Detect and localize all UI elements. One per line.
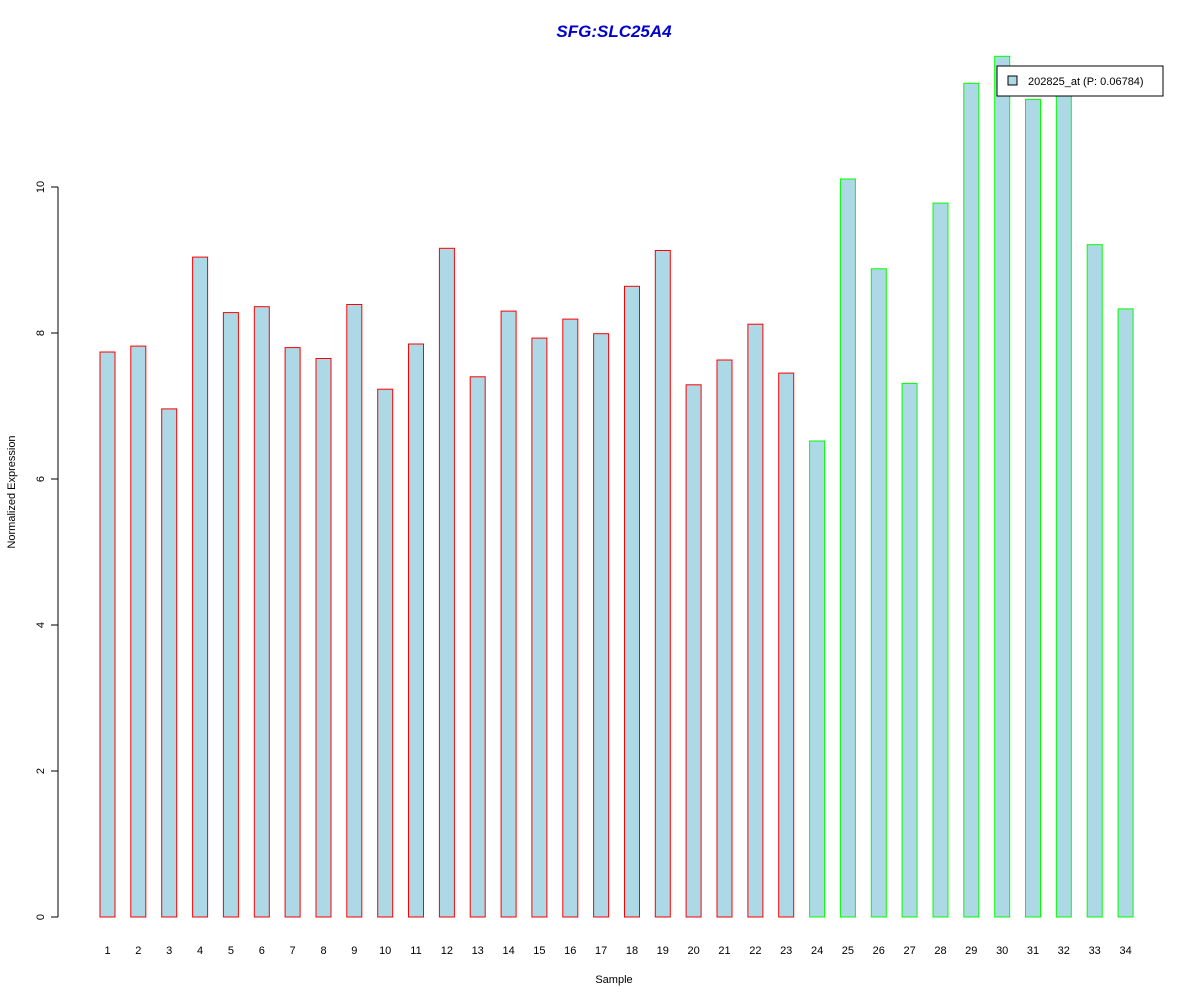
bar-sample-2 bbox=[130, 345, 147, 918]
bar-sample-18 bbox=[624, 285, 640, 918]
x-tick-label: 5 bbox=[228, 945, 234, 957]
bar-sample-5 bbox=[222, 312, 239, 918]
x-tick-label: 27 bbox=[903, 945, 915, 957]
x-tick-label: 18 bbox=[626, 945, 638, 957]
x-tick-label: 23 bbox=[780, 945, 792, 957]
x-axis-title: Sample bbox=[595, 974, 632, 986]
y-axis: 0 2 4 6 8 10 bbox=[35, 181, 59, 920]
bar-sample-26 bbox=[870, 268, 887, 918]
bar-sample-27 bbox=[901, 382, 918, 918]
bar-sample-11 bbox=[408, 343, 424, 918]
bar-sample-20 bbox=[685, 384, 702, 918]
bar-sample-33 bbox=[1086, 244, 1103, 918]
x-tick-label: 9 bbox=[351, 945, 357, 957]
bar-sample-4 bbox=[192, 256, 209, 918]
x-tick-label: 17 bbox=[595, 945, 607, 957]
x-tick-label: 15 bbox=[533, 945, 545, 957]
x-tick-label: 24 bbox=[811, 945, 823, 957]
bar-sample-24 bbox=[809, 440, 826, 918]
y-tick-label: 0 bbox=[35, 914, 47, 920]
x-tick-label: 21 bbox=[718, 945, 730, 957]
legend: 202825_at (P: 0.06784) bbox=[996, 65, 1164, 97]
x-tick-label: 34 bbox=[1119, 945, 1131, 957]
x-tick-label: 3 bbox=[166, 945, 172, 957]
bar-sample-9 bbox=[346, 304, 363, 918]
x-tick-label: 6 bbox=[259, 945, 265, 957]
bar-sample-22 bbox=[747, 323, 764, 918]
bar-sample-12 bbox=[438, 247, 455, 918]
x-tick-label: 7 bbox=[290, 945, 296, 957]
x-tick-label: 11 bbox=[410, 945, 421, 957]
x-tick-label: 4 bbox=[197, 945, 203, 957]
bar-sample-32 bbox=[1055, 91, 1072, 918]
bar-sample-3 bbox=[161, 408, 178, 918]
x-axis-labels: 1 2 3 4 5 6 7 8 9 10 11 12 13 14 15 16 17 18 19 20 21 22 23 24 2… bbox=[104, 945, 1131, 957]
x-tick-label: 30 bbox=[996, 945, 1008, 957]
bar-sample-29 bbox=[963, 82, 980, 918]
x-tick-label: 19 bbox=[657, 945, 669, 957]
x-tick-label: 25 bbox=[842, 945, 854, 957]
chart-title: SFG:SLC25A4 bbox=[556, 22, 672, 41]
bar-sample-14 bbox=[500, 310, 517, 918]
x-tick-label: 33 bbox=[1089, 945, 1101, 957]
bar-sample-17 bbox=[593, 333, 610, 918]
y-tick-label: 8 bbox=[35, 330, 47, 336]
x-tick-label: 10 bbox=[379, 945, 391, 957]
bar-sample-15 bbox=[531, 337, 548, 918]
bar-sample-34 bbox=[1117, 308, 1134, 918]
y-tick-label: 6 bbox=[35, 476, 47, 482]
y-tick-label: 4 bbox=[35, 622, 47, 628]
legend-swatch bbox=[1007, 75, 1018, 86]
bar-sample-6 bbox=[253, 306, 270, 918]
bar-sample-28 bbox=[932, 202, 949, 918]
bar-sample-25 bbox=[839, 178, 856, 918]
bar-sample-21 bbox=[716, 359, 733, 918]
bar-sample-1 bbox=[99, 351, 116, 918]
x-tick-label: 8 bbox=[320, 945, 326, 957]
x-tick-label: 1 bbox=[104, 945, 110, 957]
x-tick-label: 16 bbox=[564, 945, 576, 957]
bar-sample-23 bbox=[778, 372, 795, 918]
bar-sample-7 bbox=[284, 347, 301, 918]
x-tick-label: 29 bbox=[965, 945, 977, 957]
bar-sample-13 bbox=[469, 376, 486, 918]
x-tick-label: 26 bbox=[873, 945, 885, 957]
bar-sample-30 bbox=[994, 55, 1011, 918]
bar-sample-19 bbox=[654, 250, 671, 918]
x-tick-label: 32 bbox=[1058, 945, 1070, 957]
x-tick-label: 31 bbox=[1027, 945, 1039, 957]
y-tick-label: 10 bbox=[35, 181, 47, 193]
bar-sample-31 bbox=[1025, 98, 1041, 918]
legend-box bbox=[996, 65, 1164, 97]
x-tick-label: 28 bbox=[934, 945, 946, 957]
x-tick-label: 12 bbox=[441, 945, 453, 957]
y-axis-title: Normalized Expression bbox=[6, 435, 18, 548]
x-tick-label: 2 bbox=[135, 945, 141, 957]
x-tick-label: 13 bbox=[472, 945, 484, 957]
bar-sample-16 bbox=[562, 318, 579, 918]
bar-sample-10 bbox=[377, 388, 394, 918]
bar-sample-8 bbox=[315, 358, 332, 918]
x-tick-label: 14 bbox=[502, 945, 514, 957]
legend-label: 202825_at (P: 0.06784) bbox=[1028, 76, 1144, 88]
x-tick-label: 22 bbox=[749, 945, 761, 957]
x-tick-label: 20 bbox=[687, 945, 699, 957]
y-tick-label: 2 bbox=[35, 768, 47, 774]
bars bbox=[99, 55, 1134, 918]
